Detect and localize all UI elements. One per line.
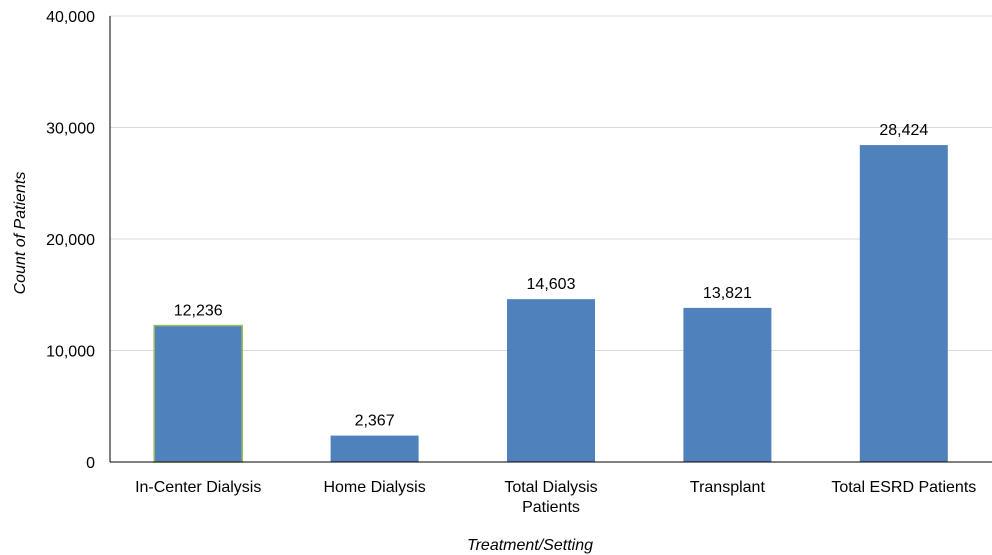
x-category-label: Total ESRD Patients	[831, 479, 976, 496]
y-tick-labels: 0 10,000 20,000 30,000 40,000	[46, 9, 95, 472]
x-category-label: In-Center Dialysis	[135, 479, 261, 496]
axes	[109, 16, 992, 463]
y-tick-label: 10,000	[46, 344, 95, 361]
data-label: 14,603	[527, 276, 576, 293]
bar	[507, 299, 595, 462]
y-tick-label: 0	[86, 455, 95, 472]
y-axis-title: Count of Patients	[12, 172, 29, 295]
y-tick-label: 30,000	[46, 121, 95, 138]
bar	[153, 324, 243, 463]
x-category-label: Transplant	[690, 479, 766, 496]
x-category-labels: In-Center Dialysis Home Dialysis Total Dia…	[135, 479, 976, 516]
bar	[683, 307, 772, 462]
data-labels: 12,236 2,367 14,603 13,821 28,424	[174, 122, 929, 430]
bar	[330, 435, 419, 462]
y-tick-label: 40,000	[46, 9, 95, 26]
bars	[153, 145, 948, 463]
data-label: 2,367	[355, 413, 395, 430]
data-label: 12,236	[174, 303, 223, 320]
bar	[859, 145, 948, 463]
data-label: 28,424	[879, 122, 928, 139]
y-tick-label: 20,000	[46, 232, 95, 249]
x-category-label: Total Dialysis Patients	[504, 479, 597, 516]
x-axis-title: Treatment/Setting	[467, 537, 593, 554]
data-label: 13,821	[703, 285, 752, 302]
x-category-label: Home Dialysis	[323, 479, 425, 496]
